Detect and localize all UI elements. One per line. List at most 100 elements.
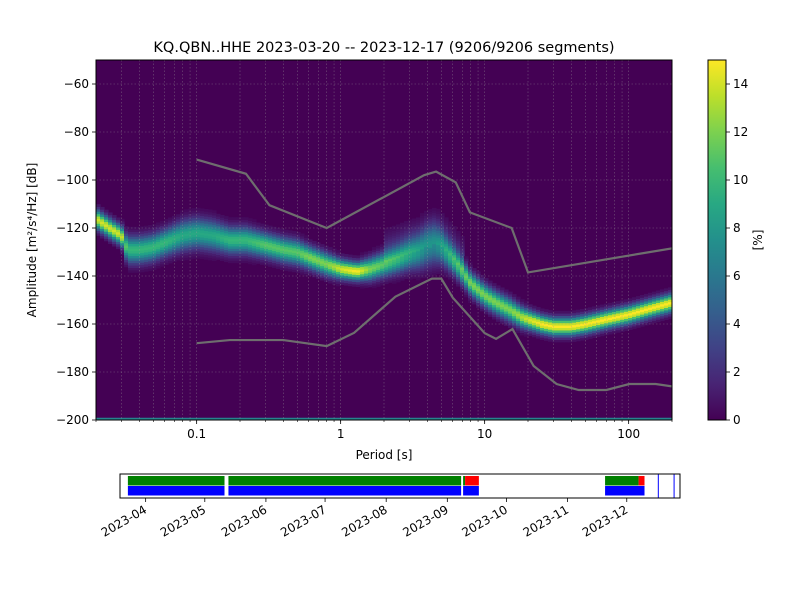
heatmap-cell bbox=[300, 233, 305, 237]
heatmap-cell bbox=[176, 223, 181, 227]
heatmap-cell bbox=[304, 271, 309, 275]
heatmap-cell bbox=[168, 217, 173, 221]
heatmap-cell bbox=[248, 251, 253, 255]
heatmap-cell bbox=[636, 296, 641, 299]
heatmap-cell bbox=[152, 264, 157, 268]
heatmap-cell bbox=[620, 319, 625, 323]
heatmap-cell bbox=[272, 260, 277, 264]
heatmap-cell bbox=[564, 315, 569, 319]
heatmap-cell bbox=[356, 255, 361, 259]
heatmap-cell bbox=[172, 218, 177, 222]
heatmap-cell bbox=[388, 239, 393, 242]
heatmap-cell bbox=[208, 238, 213, 242]
heatmap-cell bbox=[280, 260, 285, 263]
heatmap-cell bbox=[400, 237, 405, 240]
heatmap-cell bbox=[596, 310, 601, 314]
heatmap-cell bbox=[468, 300, 473, 303]
heatmap-cell bbox=[456, 235, 461, 239]
heatmap-cell bbox=[184, 243, 189, 246]
heatmap-cell bbox=[100, 214, 105, 217]
heatmap-cell bbox=[464, 282, 469, 286]
heatmap-cell bbox=[376, 260, 381, 263]
heatmap-cell bbox=[192, 232, 197, 235]
heatmap-cell bbox=[272, 262, 277, 266]
heatmap-cell bbox=[236, 243, 241, 247]
heatmap-cell bbox=[468, 261, 473, 265]
heatmap-cell bbox=[436, 240, 441, 243]
heatmap-cell bbox=[436, 254, 441, 258]
heatmap-cell bbox=[340, 279, 345, 283]
heatmap-cell bbox=[540, 325, 545, 329]
heatmap-cell bbox=[328, 254, 333, 258]
heatmap-cell bbox=[444, 270, 449, 273]
heatmap-cell bbox=[372, 280, 377, 284]
heatmap-cell bbox=[204, 237, 209, 241]
heatmap-cell bbox=[564, 313, 569, 316]
heatmap-cell bbox=[500, 294, 505, 298]
heatmap-cell bbox=[424, 256, 429, 260]
heatmap-cell bbox=[496, 290, 501, 293]
heatmap-cell bbox=[184, 245, 189, 249]
heatmap-cell bbox=[500, 306, 505, 310]
heatmap-cell bbox=[612, 323, 617, 327]
heatmap-cell bbox=[396, 272, 401, 276]
heatmap-cell bbox=[648, 304, 653, 308]
heatmap-cell bbox=[360, 266, 365, 270]
heatmap-cell bbox=[608, 305, 613, 309]
heatmap-cell bbox=[372, 273, 377, 277]
heatmap-cell bbox=[480, 308, 485, 312]
heatmap-cell bbox=[588, 314, 593, 318]
heatmap-cell bbox=[356, 262, 361, 266]
heatmap-cell bbox=[380, 249, 385, 252]
heatmap-cell bbox=[420, 249, 425, 252]
heatmap-cell bbox=[356, 281, 361, 285]
heatmap-cell bbox=[440, 241, 445, 245]
heatmap-cell bbox=[464, 287, 469, 291]
heatmap-cell bbox=[200, 222, 205, 226]
heatmap-cell bbox=[140, 231, 145, 234]
heatmap-cell bbox=[252, 252, 257, 256]
heatmap-cell bbox=[624, 325, 629, 329]
heatmap-cell bbox=[468, 283, 473, 287]
heatmap-cell bbox=[248, 247, 253, 250]
heatmap-cell bbox=[164, 257, 169, 261]
heatmap-cell bbox=[312, 248, 317, 251]
heatmap-cell bbox=[496, 316, 501, 320]
heatmap-cell bbox=[288, 239, 293, 243]
heatmap-cell bbox=[652, 318, 657, 321]
heatmap-cell bbox=[168, 224, 173, 228]
heatmap-cell bbox=[284, 265, 289, 269]
heatmap-cell bbox=[396, 231, 401, 235]
heatmap-cell bbox=[140, 228, 145, 232]
heatmap-cell bbox=[300, 264, 305, 268]
heatmap-cell bbox=[508, 298, 513, 302]
heatmap-cell bbox=[536, 321, 541, 325]
heatmap-cell bbox=[404, 240, 409, 244]
heatmap-cell bbox=[372, 268, 377, 272]
heatmap-cell bbox=[516, 323, 521, 326]
heatmap-cell bbox=[280, 262, 285, 266]
heatmap-cell bbox=[500, 301, 505, 305]
heatmap-cell bbox=[196, 229, 201, 233]
heatmap-cell bbox=[192, 222, 197, 226]
heatmap-cell bbox=[628, 327, 633, 331]
heatmap-cell bbox=[668, 287, 672, 291]
heatmap-cell bbox=[196, 217, 201, 221]
heatmap-cell bbox=[588, 307, 593, 311]
heatmap-cell bbox=[564, 330, 569, 333]
heatmap-cell bbox=[436, 235, 441, 238]
heatmap-cell bbox=[288, 268, 293, 272]
heatmap-cell bbox=[204, 232, 209, 236]
heatmap-cell bbox=[212, 241, 217, 245]
heatmap-cell bbox=[556, 325, 561, 328]
heatmap-cell bbox=[564, 332, 569, 336]
heatmap-cell bbox=[388, 241, 393, 245]
heatmap-cell bbox=[440, 256, 445, 260]
heatmap-cell bbox=[376, 274, 381, 278]
heatmap-cell bbox=[368, 260, 373, 264]
heatmap-cell bbox=[312, 250, 317, 254]
heatmap-cell bbox=[208, 223, 213, 227]
heatmap-cell bbox=[368, 250, 373, 254]
heatmap-cell bbox=[396, 245, 401, 249]
